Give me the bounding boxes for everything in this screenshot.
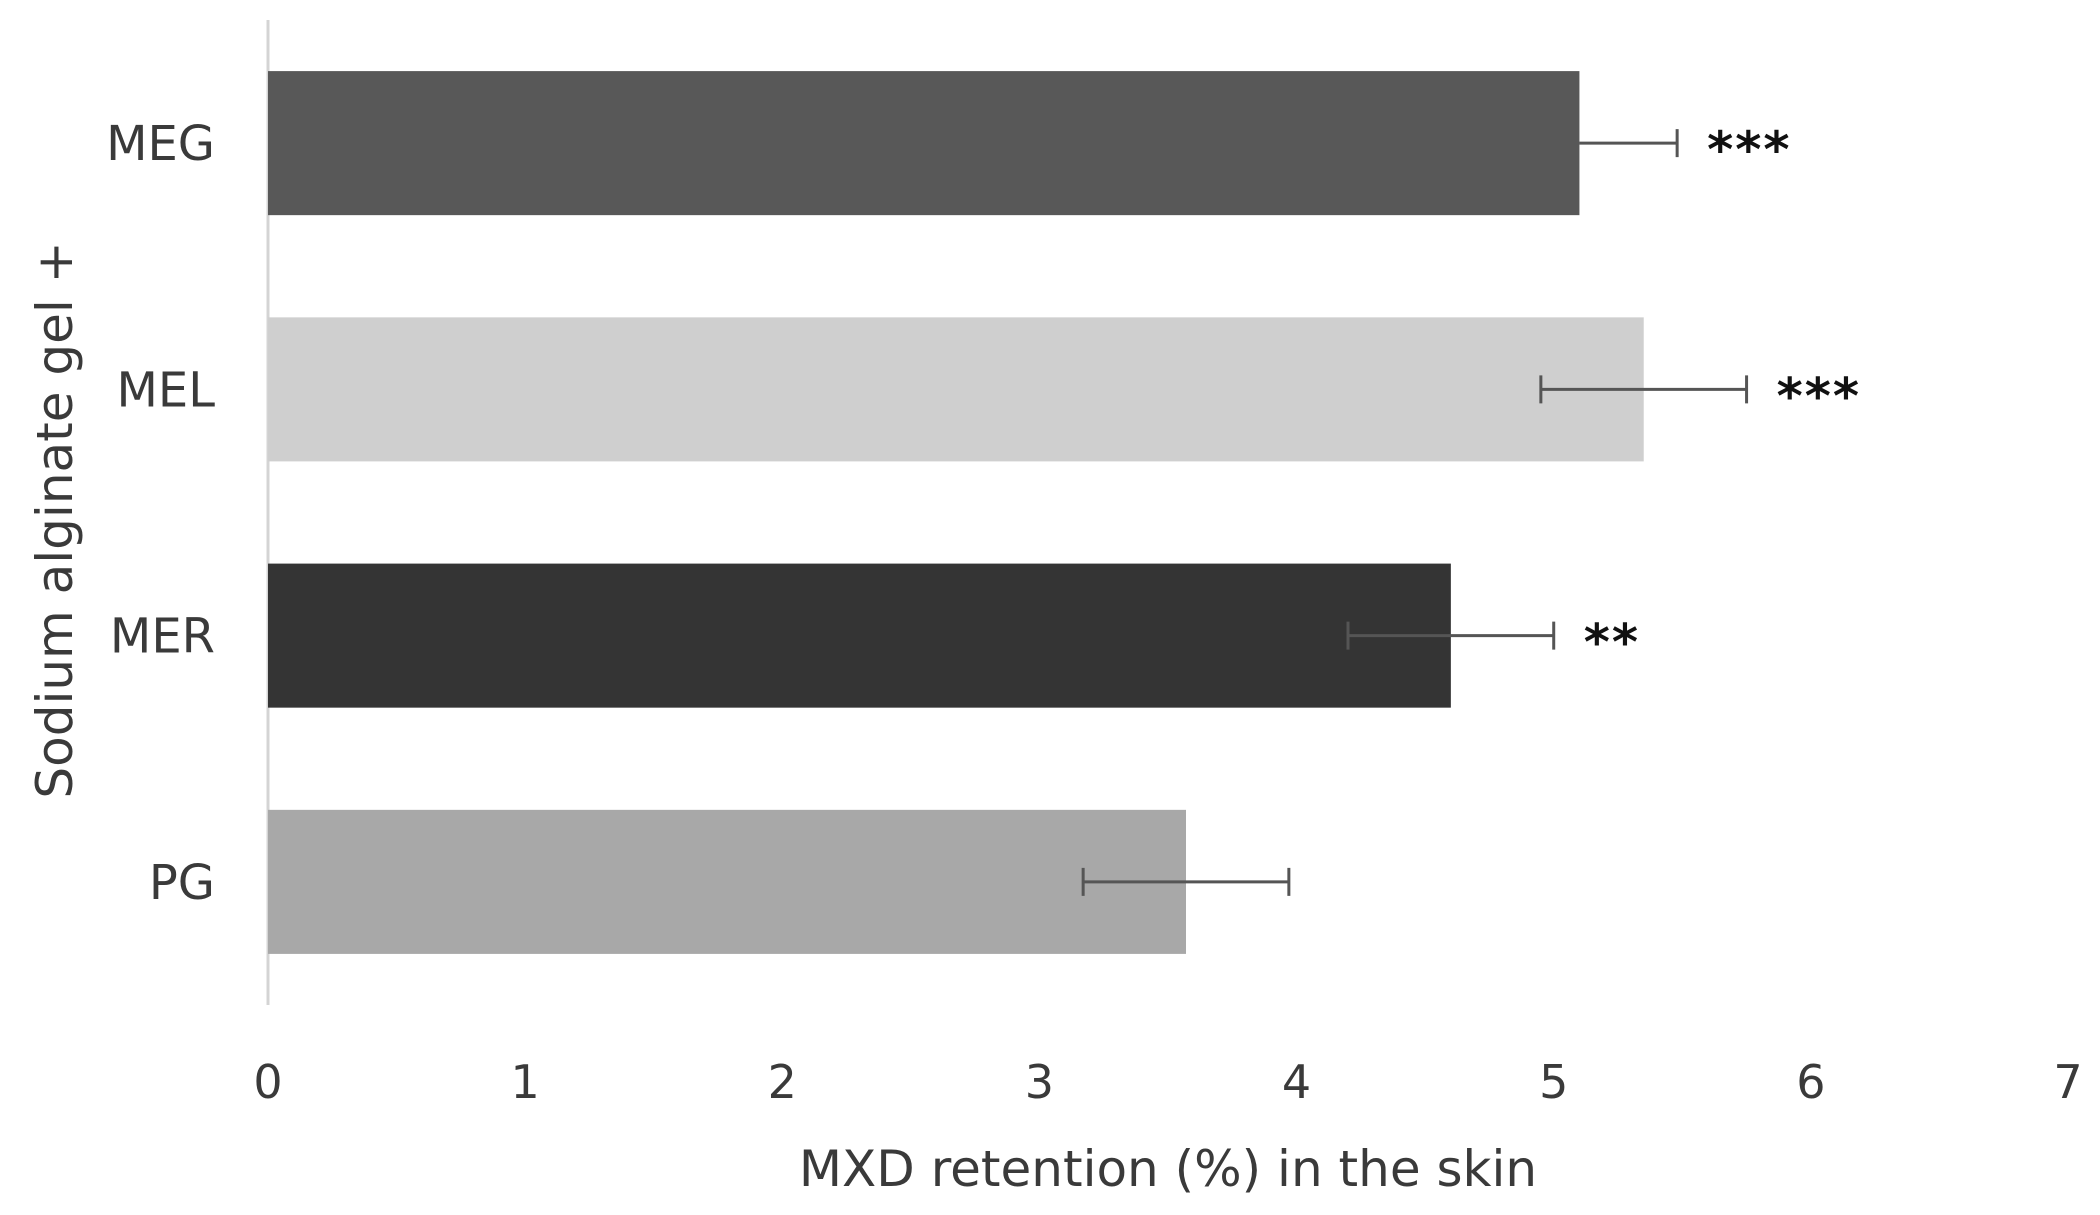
x-tick-label: 6 [1796, 1055, 1825, 1109]
bar-pg [268, 809, 1186, 954]
significance-meg: *** [1707, 121, 1791, 179]
x-tick-label: 4 [1282, 1055, 1311, 1109]
bars-layer [268, 71, 1644, 954]
category-label-mer: MER [110, 609, 215, 665]
x-tick-label: 1 [511, 1055, 540, 1109]
significance-mer: ** [1584, 614, 1640, 672]
error-bar-pg [1081, 867, 1291, 896]
bar-mer [268, 563, 1451, 708]
significance-layer: ******** [1584, 121, 1861, 672]
x-tick-label: 5 [1539, 1055, 1568, 1109]
significance-mel: *** [1777, 367, 1861, 425]
bar-meg [268, 71, 1580, 216]
x-tick-label: 0 [253, 1055, 282, 1109]
x-tick-label: 2 [768, 1055, 797, 1109]
category-labels: MEG MEL MER PG [106, 116, 215, 911]
category-label-mel: MEL [117, 362, 216, 418]
error-bar-mel [1539, 375, 1749, 404]
x-tick-labels: 0 1 2 3 4 5 6 7 [253, 1055, 2082, 1109]
x-axis-title: MXD retention (%) in the skin [799, 1140, 1537, 1198]
error-bar-mer [1346, 621, 1556, 650]
x-tick-label: 3 [1025, 1055, 1054, 1109]
category-label-pg: PG [149, 855, 215, 911]
y-axis-title: Sodium alginate gel + [26, 241, 84, 798]
category-label-meg: MEG [106, 116, 215, 172]
error-bars-layer [1081, 129, 1749, 896]
x-tick-label: 7 [2053, 1055, 2082, 1109]
bar-mel [268, 317, 1644, 462]
error-bar-meg [1579, 129, 1679, 158]
